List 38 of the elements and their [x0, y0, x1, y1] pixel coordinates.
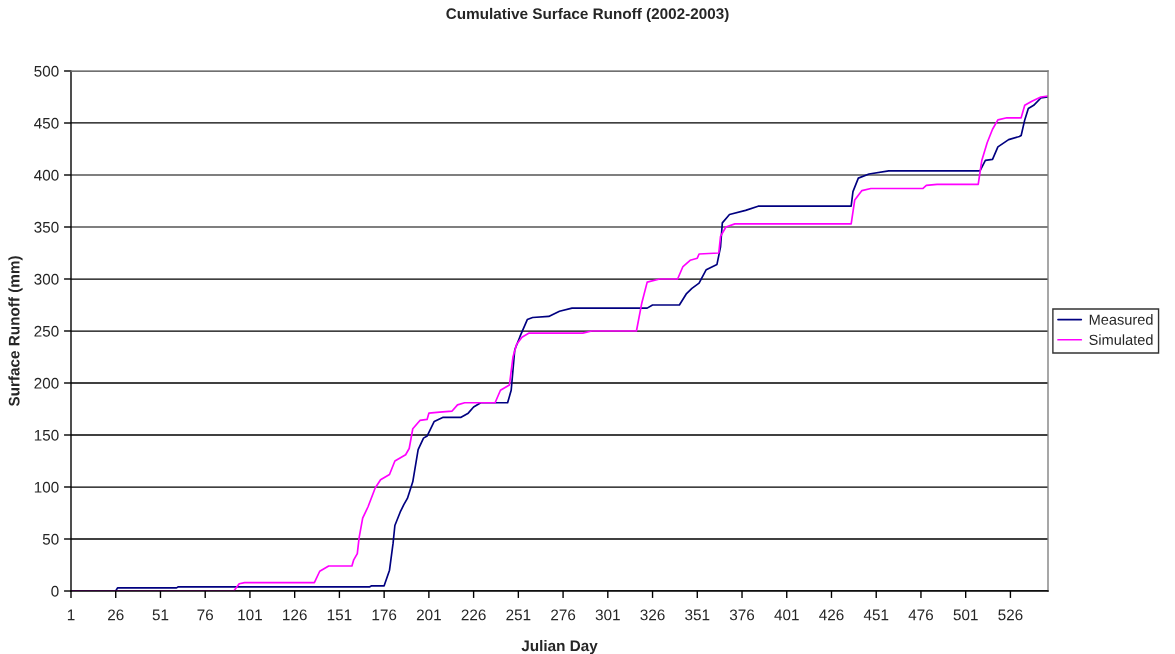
- x-tick-label: 501: [953, 609, 978, 621]
- x-tick-label: 401: [774, 609, 799, 621]
- y-tick-label: 250: [34, 325, 59, 337]
- y-tick-label: 450: [34, 117, 59, 129]
- x-tick-label: 101: [238, 609, 262, 621]
- x-tick-label: 1: [67, 609, 75, 621]
- y-tick-label: 100: [34, 481, 59, 493]
- x-tick-label: 301: [595, 609, 620, 621]
- x-tick-label: 26: [108, 609, 124, 621]
- x-tick-label: 251: [506, 609, 531, 621]
- y-axis-title: Surface Runoff (mm): [8, 256, 23, 407]
- legend-label: Measured: [1089, 314, 1153, 325]
- y-tick-label: 150: [34, 429, 59, 441]
- x-tick-label: 326: [640, 609, 665, 621]
- y-tick-label: 50: [42, 533, 59, 545]
- x-tick-label: 126: [283, 609, 307, 621]
- x-tick-label: 226: [461, 609, 486, 621]
- x-tick-label: 476: [908, 609, 934, 621]
- x-tick-label: 376: [729, 609, 755, 621]
- y-tick-label: 300: [34, 273, 59, 285]
- y-tick-label: 400: [34, 169, 59, 181]
- chart-title: Cumulative Surface Runoff (2002-2003): [446, 7, 729, 23]
- x-tick-label: 276: [551, 609, 576, 621]
- x-tick-label: 76: [197, 609, 214, 621]
- x-tick-label: 351: [685, 609, 710, 621]
- y-tick-label: 350: [34, 221, 59, 233]
- x-tick-label: 451: [863, 609, 889, 621]
- x-tick-label: 201: [416, 609, 441, 621]
- y-tick-label: 500: [34, 65, 59, 77]
- x-axis-title: Julian Day: [521, 639, 598, 654]
- x-tick-label: 176: [372, 609, 397, 621]
- x-tick-label: 526: [998, 609, 1023, 621]
- legend-label: Simulated: [1089, 334, 1153, 345]
- x-tick-label: 151: [327, 609, 352, 621]
- x-tick-label: 426: [819, 609, 844, 621]
- x-tick-label: 51: [152, 609, 169, 621]
- y-tick-label: 200: [34, 377, 59, 389]
- y-tick-label: 0: [51, 585, 59, 597]
